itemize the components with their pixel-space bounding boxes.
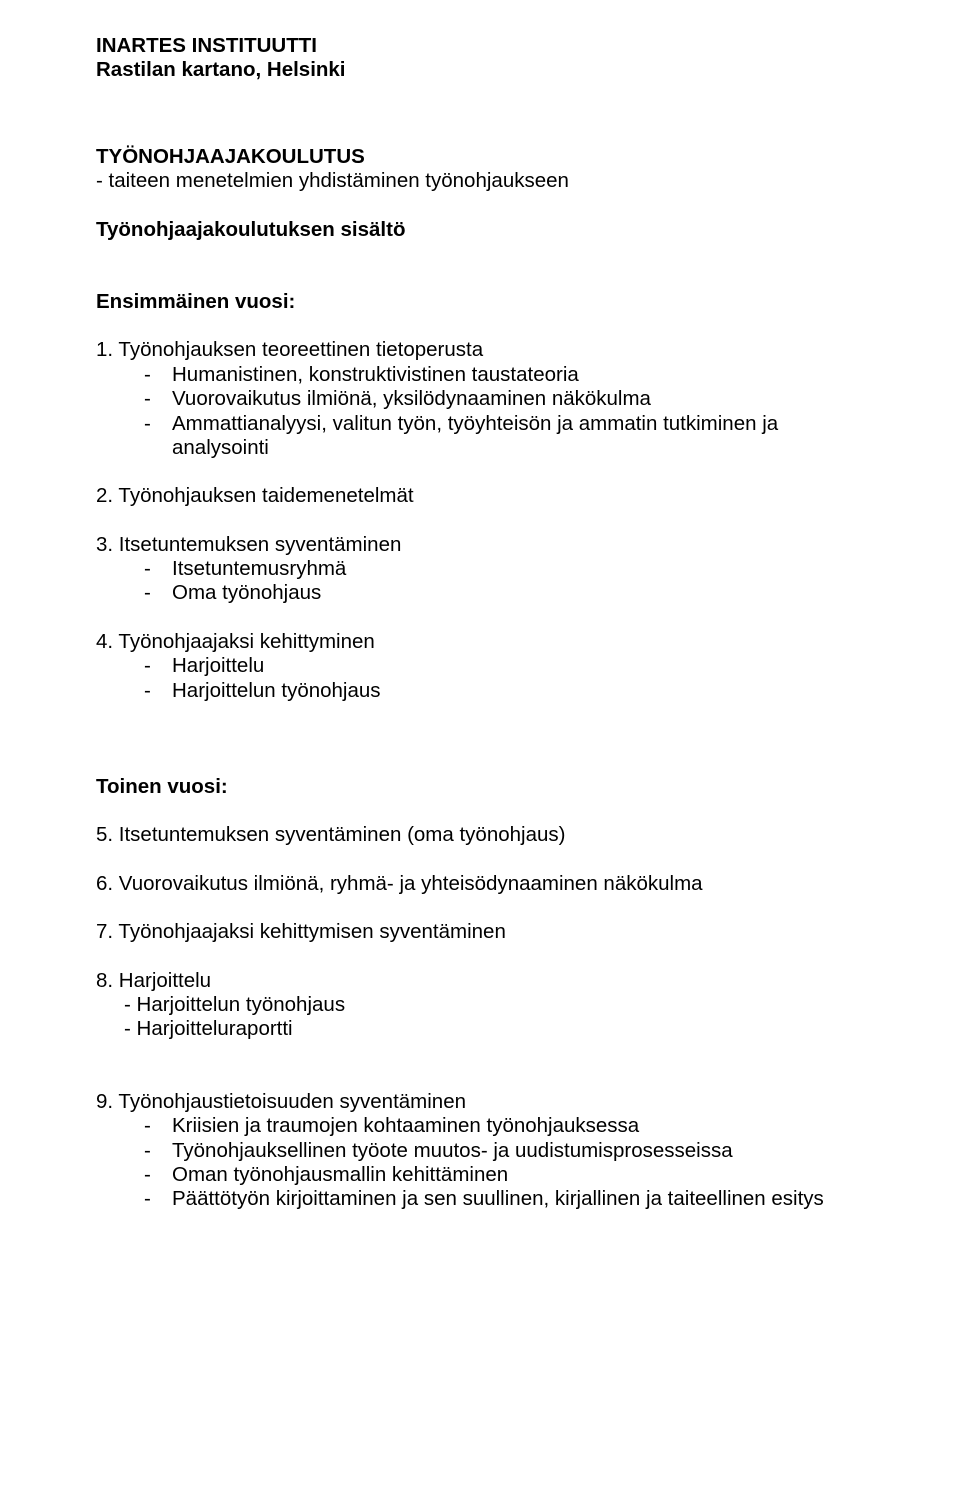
- item-title: 2. Työnohjauksen taidemenetelmät: [96, 484, 864, 508]
- sub-item: - Harjoittelun työnohjaus: [124, 993, 864, 1017]
- item-title: 8. Harjoittelu: [96, 969, 864, 993]
- list-item: 2. Työnohjauksen taidemenetelmät: [96, 484, 864, 508]
- sub-item: Humanistinen, konstruktivistinen taustat…: [144, 363, 864, 387]
- sub-item: Ammattianalyysi, valitun työn, työyhteis…: [144, 412, 864, 461]
- document-page: INARTES INSTITUUTTI Rastilan kartano, He…: [0, 0, 960, 1493]
- item-title: 3. Itsetuntemuksen syventäminen: [96, 533, 864, 557]
- sub-item: Itsetuntemusryhmä: [144, 557, 864, 581]
- sub-list: Humanistinen, konstruktivistinen taustat…: [96, 363, 864, 461]
- sub-item: Päättötyön kirjoittaminen ja sen suullin…: [144, 1187, 864, 1211]
- list-item: 7. Työnohjaajaksi kehittymisen syventämi…: [96, 920, 864, 944]
- org-location: Rastilan kartano, Helsinki: [96, 58, 864, 82]
- org-name: INARTES INSTITUUTTI: [96, 34, 864, 58]
- sub-item: Harjoittelun työnohjaus: [144, 679, 864, 703]
- list-item: 3. Itsetuntemuksen syventäminen Itsetunt…: [96, 533, 864, 606]
- sub-item: - Harjoitteluraportti: [124, 1017, 864, 1041]
- item-title: 1. Työnohjauksen teoreettinen tietoperus…: [96, 338, 864, 362]
- item-title: 9. Työnohjaustietoisuuden syventäminen: [96, 1090, 864, 1114]
- sub-item: Vuorovaikutus ilmiönä, yksilödynaaminen …: [144, 387, 864, 411]
- sub-item: Oman työnohjausmallin kehittäminen: [144, 1163, 864, 1187]
- sub-item: Oma työnohjaus: [144, 581, 864, 605]
- year1-heading: Ensimmäinen vuosi:: [96, 290, 864, 314]
- year2-heading: Toinen vuosi:: [96, 775, 864, 799]
- list-item: 5. Itsetuntemuksen syventäminen (oma työ…: [96, 823, 864, 847]
- sub-item: Kriisien ja traumojen kohtaaminen työnoh…: [144, 1114, 864, 1138]
- sub-item: Työnohjauksellinen työote muutos- ja uud…: [144, 1139, 864, 1163]
- list-item: 4. Työnohjaajaksi kehittyminen Harjoitte…: [96, 630, 864, 703]
- doc-subtitle: - taiteen menetelmien yhdistäminen työno…: [96, 169, 864, 193]
- sub-list: Itsetuntemusryhmä Oma työnohjaus: [96, 557, 864, 606]
- list-item: 1. Työnohjauksen teoreettinen tietoperus…: [96, 338, 864, 460]
- year2-list: 5. Itsetuntemuksen syventäminen (oma työ…: [96, 823, 864, 1211]
- list-item: 9. Työnohjaustietoisuuden syventäminen K…: [96, 1090, 864, 1212]
- doc-title: TYÖNOHJAAJAKOULUTUS: [96, 145, 864, 169]
- sub-list: Harjoittelu Harjoittelun työnohjaus: [96, 654, 864, 703]
- sub-list: Kriisien ja traumojen kohtaaminen työnoh…: [96, 1114, 864, 1212]
- list-item: 6. Vuorovaikutus ilmiönä, ryhmä- ja yhte…: [96, 872, 864, 896]
- year1-list: 1. Työnohjauksen teoreettinen tietoperus…: [96, 338, 864, 703]
- item-title: 4. Työnohjaajaksi kehittyminen: [96, 630, 864, 654]
- section-label: Työnohjaajakoulutuksen sisältö: [96, 218, 864, 242]
- list-item: 8. Harjoittelu - Harjoittelun työnohjaus…: [96, 969, 864, 1042]
- sub-item: Harjoittelu: [144, 654, 864, 678]
